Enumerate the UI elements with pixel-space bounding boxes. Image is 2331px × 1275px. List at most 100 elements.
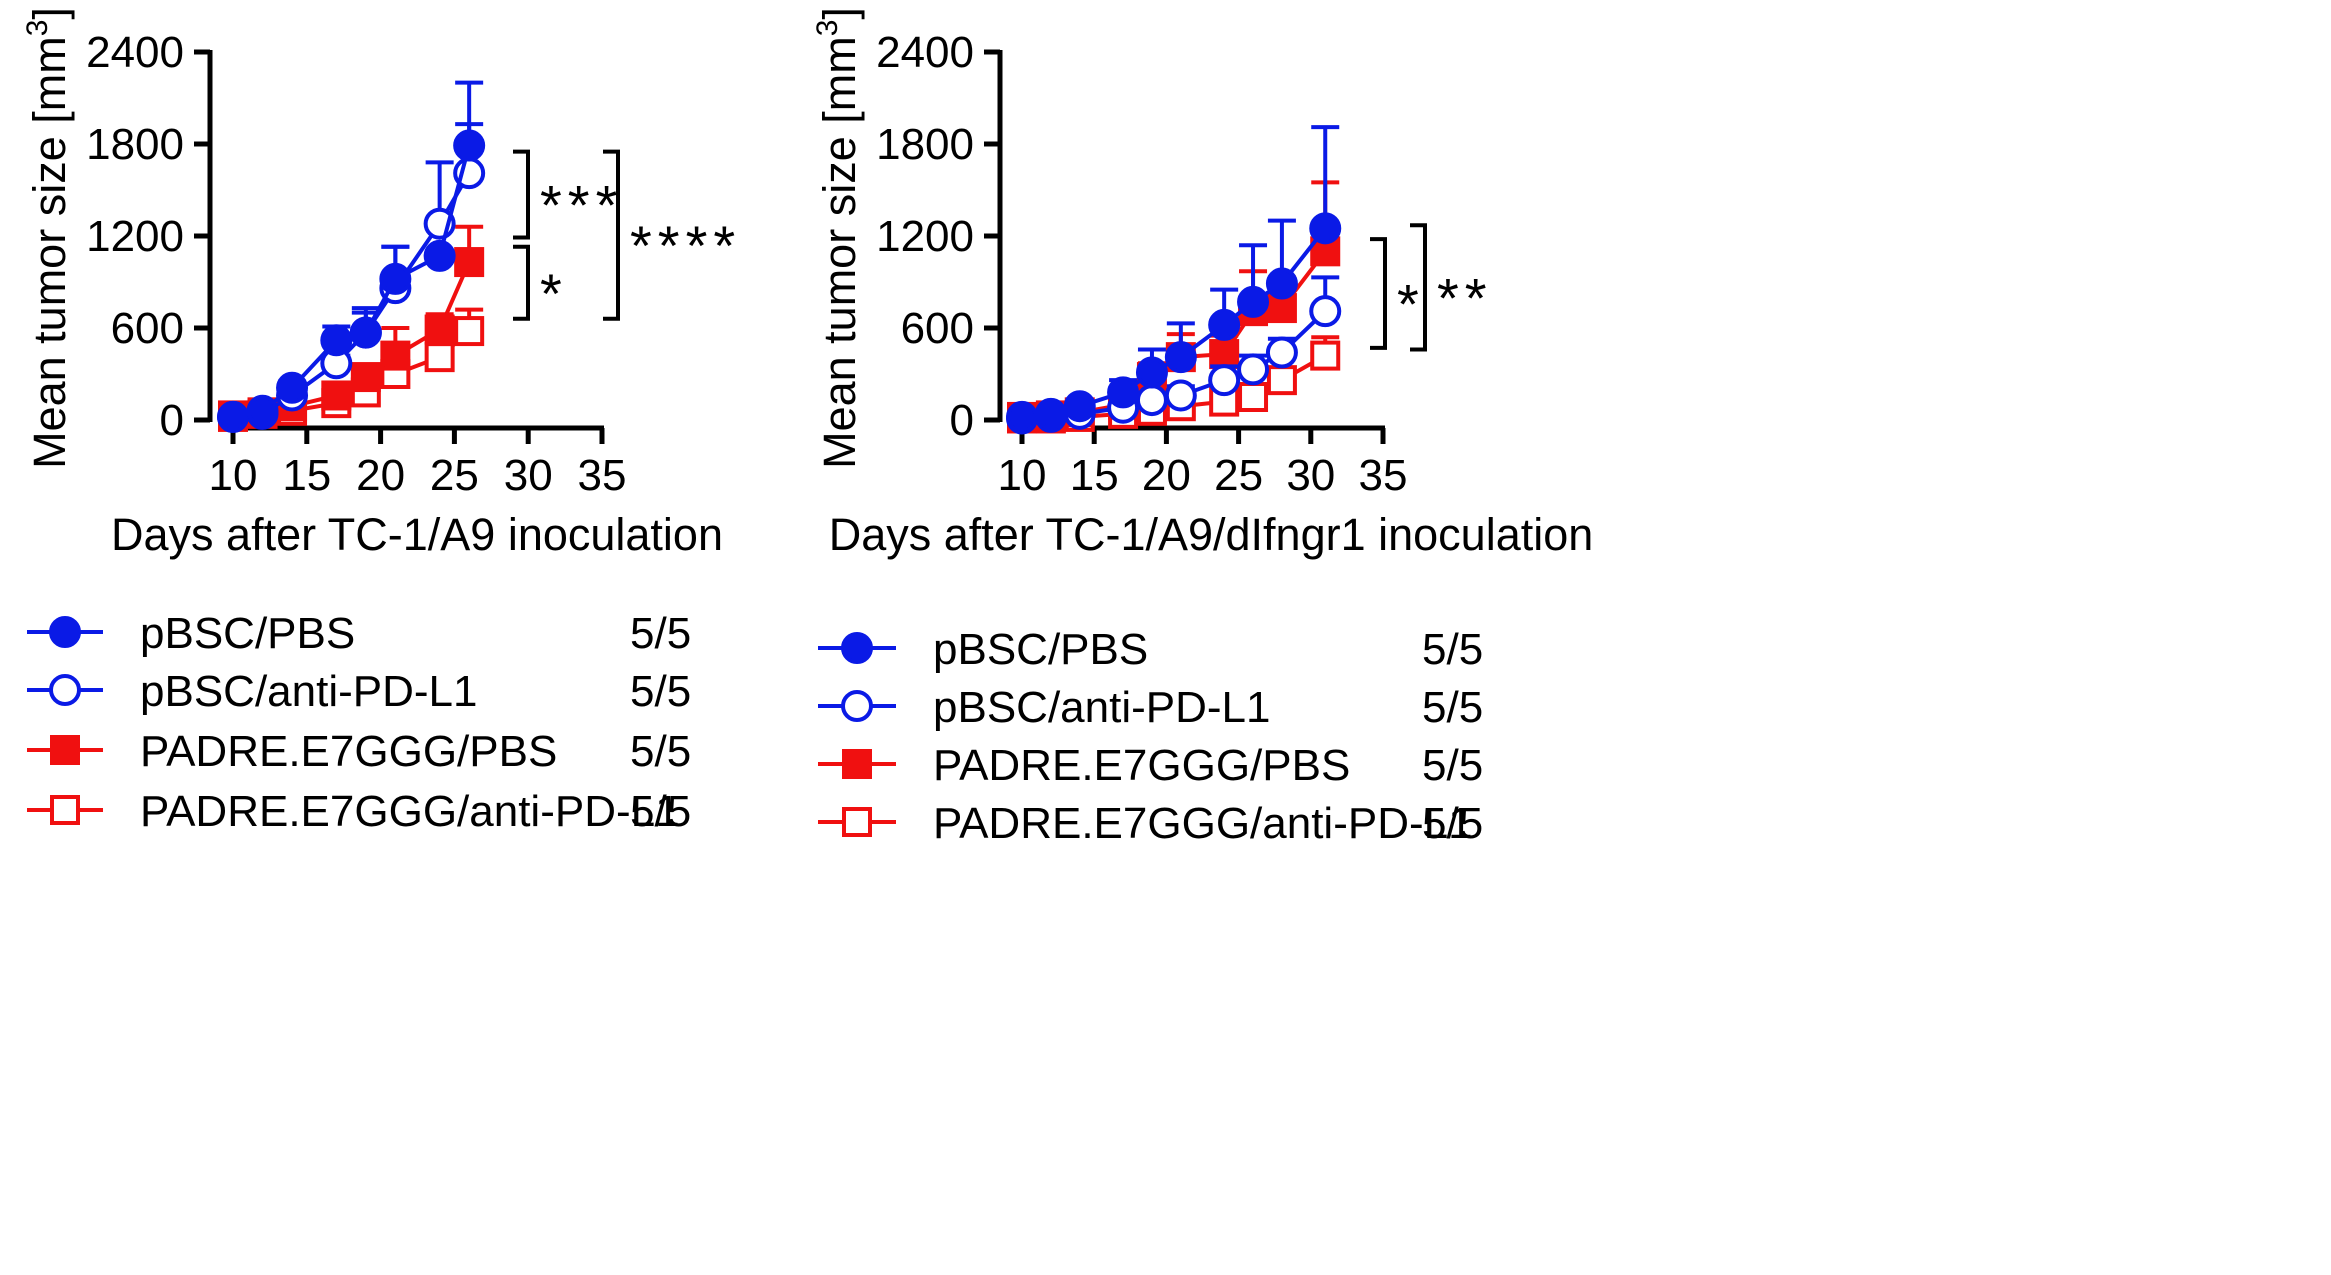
x-tick-label: 15 [282,451,331,500]
data-point [1164,341,1197,374]
y-tick-label: 600 [901,304,974,353]
x-tick-label: 30 [1286,451,1335,500]
y-tick-label: 600 [111,304,184,353]
data-point [1107,376,1140,409]
legend-marker [841,632,873,664]
y-axis-label-main: Mean tumor size [mm [24,36,75,469]
legend-count: 5/5 [630,787,691,836]
y-axis-label: Mean tumor size [mm3] [811,7,865,469]
significance-bracket [1410,223,1427,352]
legend-label: PADRE.E7GGG/PBS [140,727,557,776]
legend-marker [49,674,81,706]
legend-marker [842,807,872,837]
legend-entry: pBSC/PBS 5/5 [818,625,1483,674]
x-tick-label: 35 [1359,451,1408,500]
data-point [1310,340,1341,371]
data-point [1237,353,1270,386]
legend-label: pBSC/PBS [933,625,1148,674]
x-tick-label: 20 [1142,451,1191,500]
x-tick-label: 30 [504,451,553,500]
legend-entry: pBSC/anti-PD-L1 5/5 [818,683,1483,732]
legend-marker [841,690,873,722]
legend-label: pBSC/PBS [140,609,355,658]
y-tick-label: 1200 [86,212,184,261]
legend-entry: PADRE.E7GGG/anti-PD-L15/5 [27,787,691,836]
y-axis-label-close: ] [24,7,75,20]
data-point [1238,382,1269,412]
data-point [1309,295,1342,328]
x-axis-label: Days after TC-1/A9/dIfngr1 inoculation [829,509,1594,560]
x-tick-label: 35 [578,451,627,500]
series-pbsc-pbs [217,80,486,433]
legend-count: 5/5 [1422,683,1483,732]
legend-entry: PADRE.E7GGG/PBS 5/5 [818,741,1483,790]
legend-count: 5/5 [1422,799,1483,848]
y-tick-label: 0 [950,396,974,445]
data-point [1034,397,1067,430]
significance-bracket [603,149,620,321]
legend-count: 5/5 [630,667,691,716]
legend-marker [50,735,80,765]
legend-label: PADRE.E7GGG/PBS [933,741,1350,790]
significance-bracket [513,244,530,321]
x-axis-label: Days after TC-1/A9 inoculation [111,509,723,560]
data-point [246,394,279,427]
x-tick-label: 15 [1070,451,1119,500]
x-tick-label: 10 [209,451,258,500]
significance-label: * [540,262,568,325]
legend-entry: pBSC/PBS 5/5 [27,609,691,658]
data-point [423,239,456,272]
y-tick-label: 0 [160,396,184,445]
significance-label: **** [630,214,741,277]
data-point [1135,384,1168,417]
significance-label: ** [1437,266,1493,329]
data-point [1265,336,1298,369]
legend-entry: PADRE.E7GGG/PBS 5/5 [27,727,691,776]
right-panel: 0 600 1200 1800 2400 10 15 20 25 30 35 Days after T… [811,7,1593,848]
significance-label: *** [540,174,623,237]
y-tick-label: 2400 [876,28,974,77]
x-tick-label: 25 [1214,451,1263,500]
x-tick-label: 25 [430,451,479,500]
y-tick-label: 1800 [876,120,974,169]
legend-marker [49,616,81,648]
data-point [276,371,309,404]
data-point [1265,267,1298,300]
x-tick-label: 20 [356,451,405,500]
y-tick-label: 1200 [876,212,974,261]
data-point [1266,365,1297,396]
data-point [1006,400,1038,433]
y-axis-label-superscript: 3 [21,20,54,37]
data-point [1208,364,1241,397]
data-point [380,340,411,371]
significance-bracket [1370,237,1387,350]
data-point [454,316,485,347]
legend-entry: pBSC/anti-PD-L1 5/5 [27,667,691,716]
data-point [321,380,352,411]
y-axis-label-close: ] [814,7,865,20]
data-point [349,316,382,349]
legend-label: PADRE.E7GGG/anti-PD-L1 [140,787,680,836]
data-point [350,362,381,393]
legend-marker [842,749,872,779]
legend-count: 5/5 [630,609,691,658]
x-tick-label: 10 [998,451,1047,500]
series-pbsc-pbs [1006,125,1342,433]
significance-label: * [1397,273,1425,336]
legend-count: 5/5 [1422,741,1483,790]
data-point [379,262,412,295]
data-point [320,324,353,357]
data-point [217,400,249,433]
left-panel: 0 600 1200 1800 2400 10 15 20 25 30 35 Days after T… [21,7,741,836]
legend-marker [50,795,80,825]
legend-label: PADRE.E7GGG/anti-PD-L1 [933,799,1473,848]
y-axis-label-superscript: 3 [811,20,844,37]
data-point [1164,379,1197,412]
y-axis-label-main: Mean tumor size [mm [814,36,865,469]
data-point [1063,390,1096,423]
y-tick-label: 1800 [86,120,184,169]
data-point [454,247,485,278]
data-point [1135,356,1168,389]
legend-entry: PADRE.E7GGG/anti-PD-L15/5 [818,799,1483,848]
